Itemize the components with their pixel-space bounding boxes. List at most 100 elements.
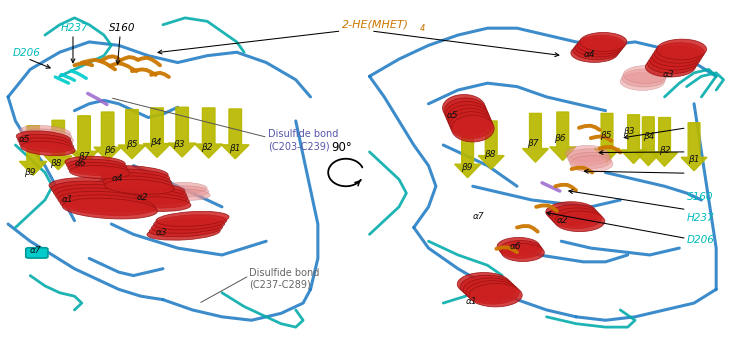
FancyArrow shape — [118, 110, 146, 159]
Ellipse shape — [55, 188, 151, 209]
Text: Disulfide bond: Disulfide bond — [268, 129, 338, 139]
Ellipse shape — [18, 134, 72, 149]
Text: (C237-C289): (C237-C289) — [249, 279, 311, 289]
Text: 2-HE(MHET): 2-HE(MHET) — [341, 20, 409, 29]
Ellipse shape — [555, 211, 605, 231]
Text: α1: α1 — [466, 297, 477, 306]
Ellipse shape — [49, 178, 144, 198]
Text: D206: D206 — [13, 48, 41, 58]
Text: α5: α5 — [446, 110, 458, 119]
Ellipse shape — [123, 193, 189, 208]
Ellipse shape — [620, 72, 664, 90]
Ellipse shape — [103, 176, 173, 191]
FancyArrow shape — [19, 126, 47, 175]
Ellipse shape — [497, 237, 540, 255]
Text: α7: α7 — [473, 212, 485, 221]
Ellipse shape — [549, 205, 599, 225]
Ellipse shape — [463, 278, 517, 301]
Ellipse shape — [165, 186, 208, 197]
Text: α6: α6 — [75, 159, 86, 168]
FancyArrow shape — [594, 114, 620, 162]
Text: Disulfide bond: Disulfide bond — [249, 268, 320, 278]
Ellipse shape — [62, 198, 157, 219]
Ellipse shape — [452, 115, 494, 142]
Ellipse shape — [650, 49, 700, 70]
Text: β4: β4 — [643, 132, 654, 141]
Ellipse shape — [154, 215, 227, 230]
Text: (C203-C239): (C203-C239) — [268, 141, 330, 151]
FancyArrow shape — [652, 118, 678, 166]
Ellipse shape — [149, 221, 222, 237]
Text: β9: β9 — [461, 163, 473, 172]
Ellipse shape — [466, 281, 520, 304]
Text: α3: α3 — [156, 228, 167, 237]
Text: β3: β3 — [624, 127, 635, 136]
FancyArrow shape — [636, 117, 661, 166]
Text: α1: α1 — [61, 195, 73, 204]
Ellipse shape — [443, 95, 486, 121]
Text: β6: β6 — [554, 134, 565, 143]
Ellipse shape — [447, 105, 490, 131]
Text: β9: β9 — [24, 168, 36, 177]
FancyArrow shape — [70, 116, 98, 165]
Text: β8: β8 — [50, 159, 62, 168]
Text: α7: α7 — [30, 246, 41, 255]
Ellipse shape — [102, 172, 171, 188]
Ellipse shape — [652, 46, 702, 67]
Ellipse shape — [156, 211, 229, 226]
Text: α2: α2 — [137, 193, 148, 202]
FancyBboxPatch shape — [26, 248, 48, 258]
FancyArrow shape — [44, 120, 72, 170]
Ellipse shape — [19, 138, 74, 152]
Ellipse shape — [163, 183, 207, 194]
Text: D206: D206 — [687, 235, 715, 245]
Ellipse shape — [647, 53, 698, 73]
Ellipse shape — [621, 69, 666, 87]
Ellipse shape — [120, 187, 186, 201]
Ellipse shape — [67, 159, 126, 172]
Text: α2: α2 — [557, 216, 568, 225]
Text: α4: α4 — [584, 50, 595, 59]
Ellipse shape — [654, 42, 704, 63]
Ellipse shape — [577, 35, 624, 54]
Ellipse shape — [69, 166, 129, 179]
Text: β5: β5 — [126, 140, 137, 149]
Text: H237: H237 — [687, 213, 715, 223]
Text: β4: β4 — [150, 138, 161, 147]
Ellipse shape — [147, 225, 220, 240]
FancyArrow shape — [478, 121, 504, 169]
Ellipse shape — [457, 273, 511, 296]
Ellipse shape — [546, 202, 596, 222]
FancyArrow shape — [195, 108, 222, 158]
Ellipse shape — [125, 197, 191, 211]
FancyArrow shape — [681, 123, 707, 171]
Text: S160: S160 — [109, 22, 136, 32]
Text: α3: α3 — [662, 70, 674, 79]
FancyArrow shape — [222, 109, 249, 159]
Ellipse shape — [60, 195, 155, 216]
Ellipse shape — [21, 141, 75, 156]
Text: β3: β3 — [174, 140, 185, 149]
Text: 4: 4 — [420, 24, 425, 33]
Ellipse shape — [645, 56, 695, 77]
Ellipse shape — [623, 66, 667, 83]
Ellipse shape — [105, 179, 174, 195]
Text: β1: β1 — [688, 155, 700, 164]
Ellipse shape — [99, 166, 168, 181]
FancyArrow shape — [94, 112, 121, 161]
FancyArrow shape — [522, 114, 548, 162]
Ellipse shape — [151, 218, 225, 233]
Ellipse shape — [65, 156, 125, 169]
Ellipse shape — [552, 208, 602, 228]
Ellipse shape — [22, 132, 73, 145]
Text: 90°: 90° — [331, 141, 352, 154]
Ellipse shape — [68, 162, 128, 176]
Ellipse shape — [450, 112, 493, 138]
Text: β1: β1 — [230, 144, 241, 153]
Ellipse shape — [575, 38, 622, 57]
Text: β2: β2 — [202, 143, 213, 152]
Ellipse shape — [446, 101, 488, 128]
Ellipse shape — [53, 185, 149, 205]
Ellipse shape — [460, 275, 514, 299]
Ellipse shape — [573, 41, 620, 60]
